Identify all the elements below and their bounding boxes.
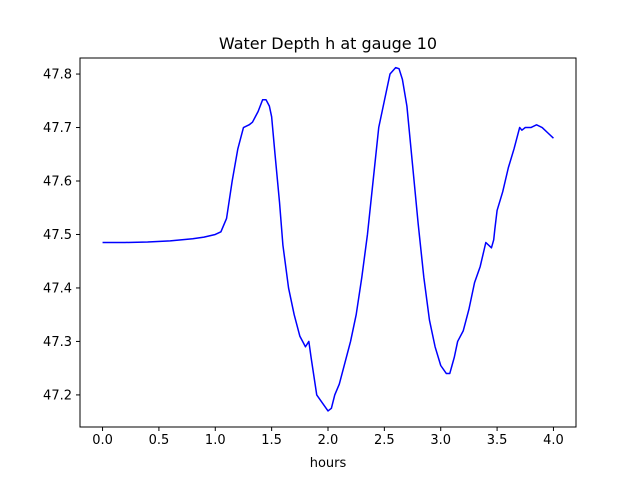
y-tick-label: 47.3: [43, 335, 72, 350]
x-tick-label: 0.5: [149, 433, 170, 448]
y-tick-label: 47.7: [43, 121, 72, 136]
y-tick-label: 47.8: [43, 68, 72, 83]
x-tick-label: 3.5: [487, 433, 508, 448]
x-axis-label: hours: [310, 456, 347, 471]
x-tick-label: 3.0: [430, 433, 451, 448]
chart-title: Water Depth h at gauge 10: [219, 34, 437, 53]
plot-area: 0.0 0.5 1.0 1.5 2.0 2.5 3.0 3.5 4.0 47.2 47.3 47.4 4…: [43, 57, 577, 448]
x-tick-label: 1.0: [205, 433, 226, 448]
x-tick-label: 4.0: [543, 433, 564, 448]
x-tick-label: 0.0: [92, 433, 113, 448]
y-tick-label: 47.4: [43, 281, 72, 296]
series-line-0: [102, 66, 554, 412]
y-tick-label: 47.6: [43, 175, 72, 190]
x-tick-label: 1.5: [261, 433, 282, 448]
y-tick-label: 47.2: [43, 388, 72, 403]
x-tick-label: 2.0: [318, 433, 339, 448]
y-tick-label: 47.5: [43, 228, 72, 243]
x-tick-label: 2.5: [374, 433, 395, 448]
